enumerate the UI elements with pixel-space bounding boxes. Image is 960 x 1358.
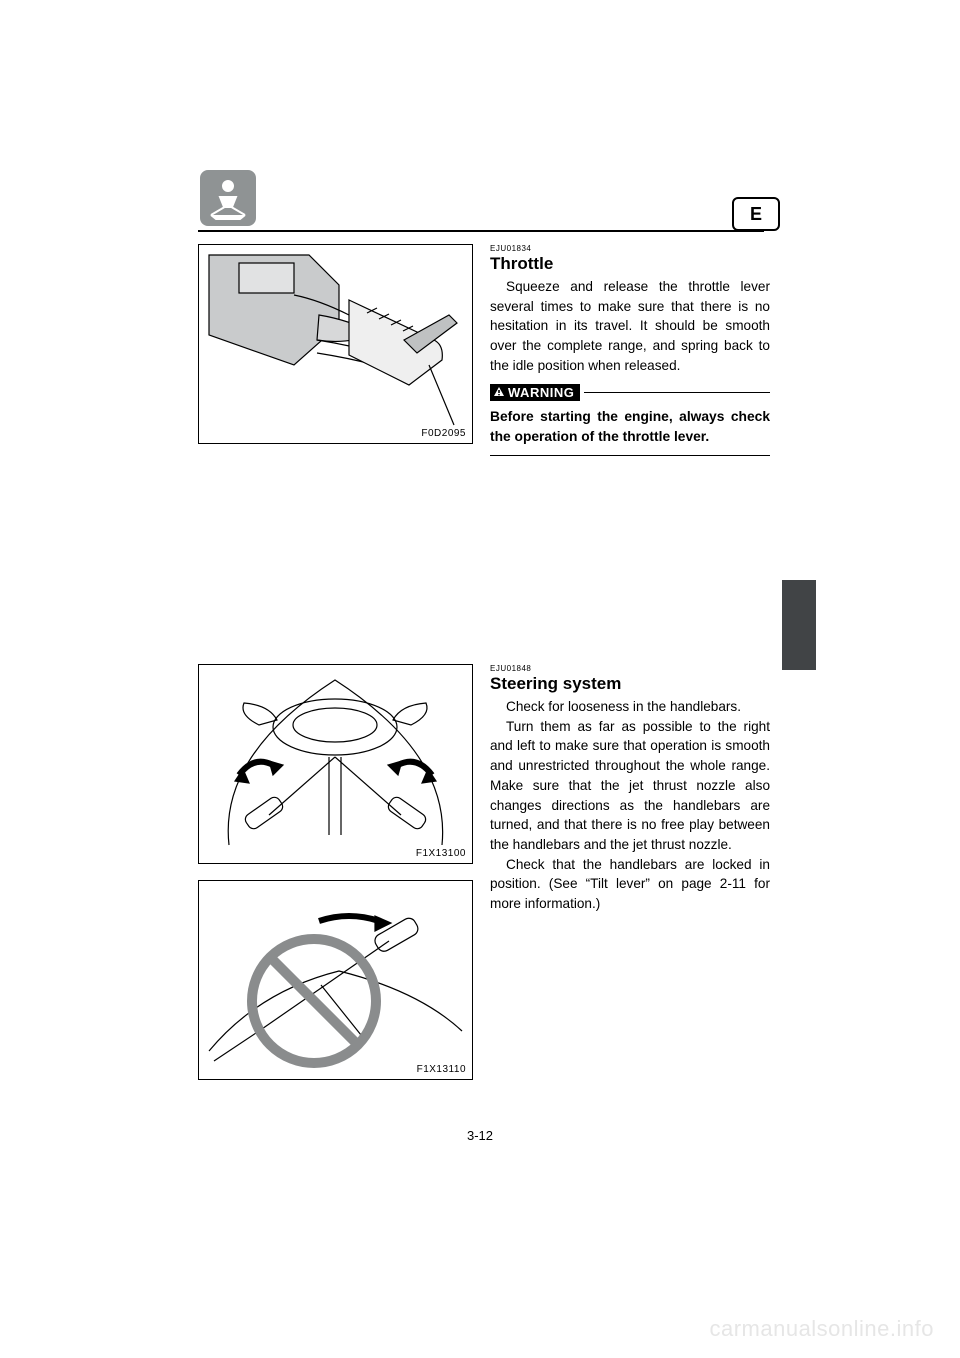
throttle-body: Squeeze and release the throttle lever s…: [490, 277, 770, 376]
ref-code: EJU01834: [490, 244, 770, 253]
header-rule: [198, 230, 764, 232]
section-title-throttle: Throttle: [490, 254, 770, 274]
figure-steering-top: F1X13100: [198, 664, 473, 864]
figure-label: F0D2095: [421, 428, 466, 439]
steering-body-3: Check that the handlebars are locked in …: [490, 855, 770, 914]
language-badge-label: E: [750, 204, 762, 225]
figure-throttle: F0D2095: [198, 244, 473, 444]
figure-label: F1X13100: [416, 848, 466, 859]
figure-steering-lock: F1X13110: [198, 880, 473, 1080]
steering-body-1: Check for looseness in the handlebars.: [490, 697, 770, 717]
manual-page: E F0D2095: [0, 0, 960, 1358]
section-thumb-tab: [782, 580, 816, 670]
throttle-section: EJU01834 Throttle Squeeze and release th…: [490, 244, 770, 456]
throttle-body-text: Squeeze and release the throttle lever s…: [490, 279, 770, 373]
ref-code: EJU01848: [490, 664, 770, 673]
divider: [490, 455, 770, 456]
warning-label: WARNING: [508, 385, 574, 400]
warning-text: Before starting the engine, always check…: [490, 407, 770, 447]
steering-section: EJU01848 Steering system Check for loose…: [490, 664, 770, 914]
rider-icon: [200, 170, 256, 226]
steering-body-2: Turn them as far as possible to the righ…: [490, 717, 770, 855]
figure-label: F1X13110: [417, 1064, 466, 1075]
language-badge: E: [732, 197, 780, 231]
watermark: carmanualsonline.info: [709, 1316, 934, 1342]
page-number: 3-12: [0, 1128, 960, 1143]
section-title-steering: Steering system: [490, 674, 770, 694]
warning-badge: WARNING: [490, 384, 580, 401]
